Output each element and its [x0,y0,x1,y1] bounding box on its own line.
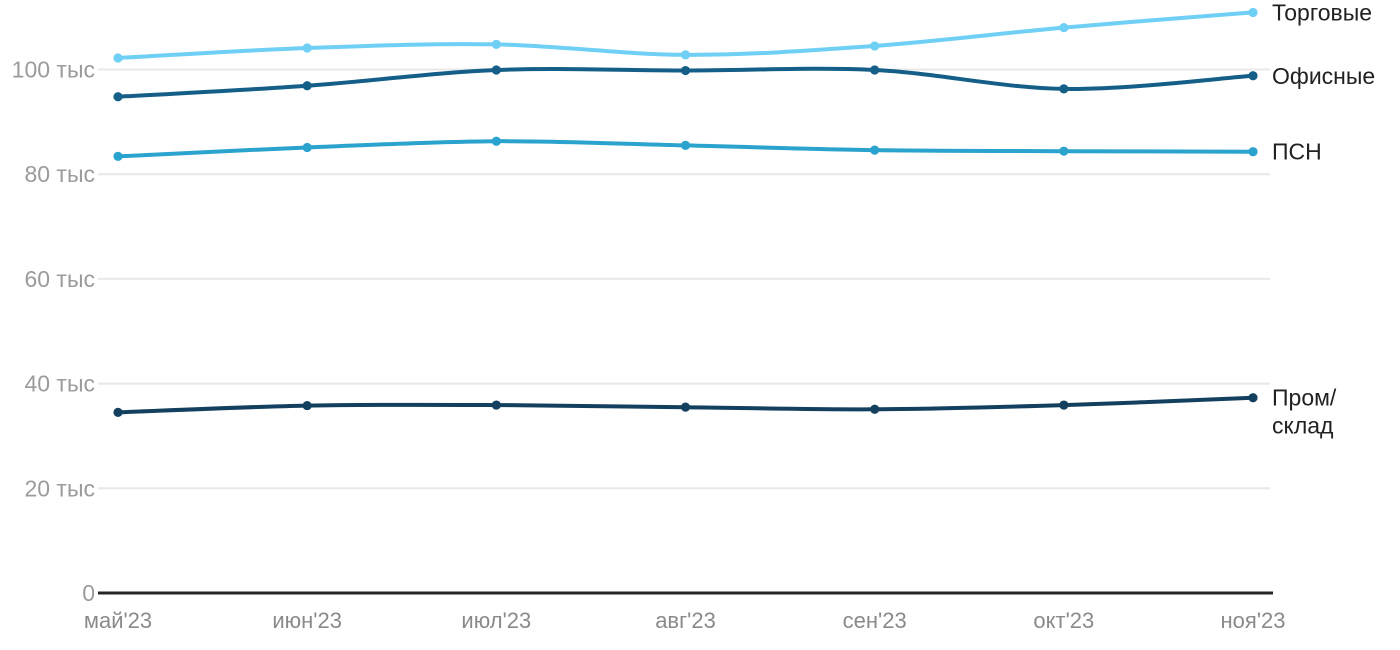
data-point-3-2[interactable] [491,400,501,410]
series-label-0: Торговые [1272,0,1372,25]
data-point-3-6[interactable] [1248,393,1258,403]
x-axis-tick-label-3: авг'23 [655,608,716,633]
data-point-2-0[interactable] [113,151,123,162]
data-point-0-2[interactable] [491,39,501,49]
x-axis-tick-label-4: сен'23 [843,608,907,633]
y-axis-tick-label-40: 40 тыс [24,371,95,397]
data-point-2-4[interactable] [870,145,880,155]
data-point-1-0[interactable] [113,92,123,102]
data-point-1-2[interactable] [491,65,501,75]
x-axis-tick-label-5: окт'23 [1033,608,1094,633]
data-point-0-3[interactable] [680,50,691,60]
data-point-1-5[interactable] [1059,84,1069,94]
x-axis-tick-label-6: ноя'23 [1221,608,1286,633]
data-point-0-4[interactable] [870,41,880,51]
data-point-1-4[interactable] [870,65,880,75]
data-point-2-6[interactable] [1248,147,1258,157]
x-axis-tick-label-0: май'23 [84,608,152,633]
y-axis-tick-label-80: 80 тыс [24,161,95,187]
data-point-1-6[interactable] [1248,71,1258,81]
data-point-0-6[interactable] [1248,7,1258,18]
data-point-2-1[interactable] [302,142,312,153]
data-point-2-3[interactable] [680,140,691,151]
x-axis-tick-label-1: июн'23 [272,608,342,633]
data-point-3-0[interactable] [113,407,123,417]
series-label-1: Офисные [1272,63,1375,89]
y-axis-tick-label-100: 100 тыс [12,57,95,83]
data-point-2-2[interactable] [491,136,501,146]
data-point-3-5[interactable] [1059,400,1069,410]
y-axis-tick-label-0: 0 [82,580,95,606]
x-axis-tick-label-2: июл'23 [461,608,531,633]
series-label-2: ПСН [1272,139,1322,165]
y-axis-tick-label-20: 20 тыс [24,475,95,501]
data-point-0-5[interactable] [1059,23,1069,33]
data-point-1-3[interactable] [680,65,691,76]
data-point-0-1[interactable] [302,43,312,53]
data-point-3-1[interactable] [302,400,312,411]
data-point-2-5[interactable] [1059,146,1069,156]
data-point-0-0[interactable] [113,53,123,63]
y-axis-tick-label-60: 60 тыс [24,266,95,292]
series-label-3: Пром/склад [1272,385,1337,439]
data-point-3-4[interactable] [870,404,880,414]
data-point-3-3[interactable] [680,402,691,412]
data-point-1-1[interactable] [302,81,312,91]
